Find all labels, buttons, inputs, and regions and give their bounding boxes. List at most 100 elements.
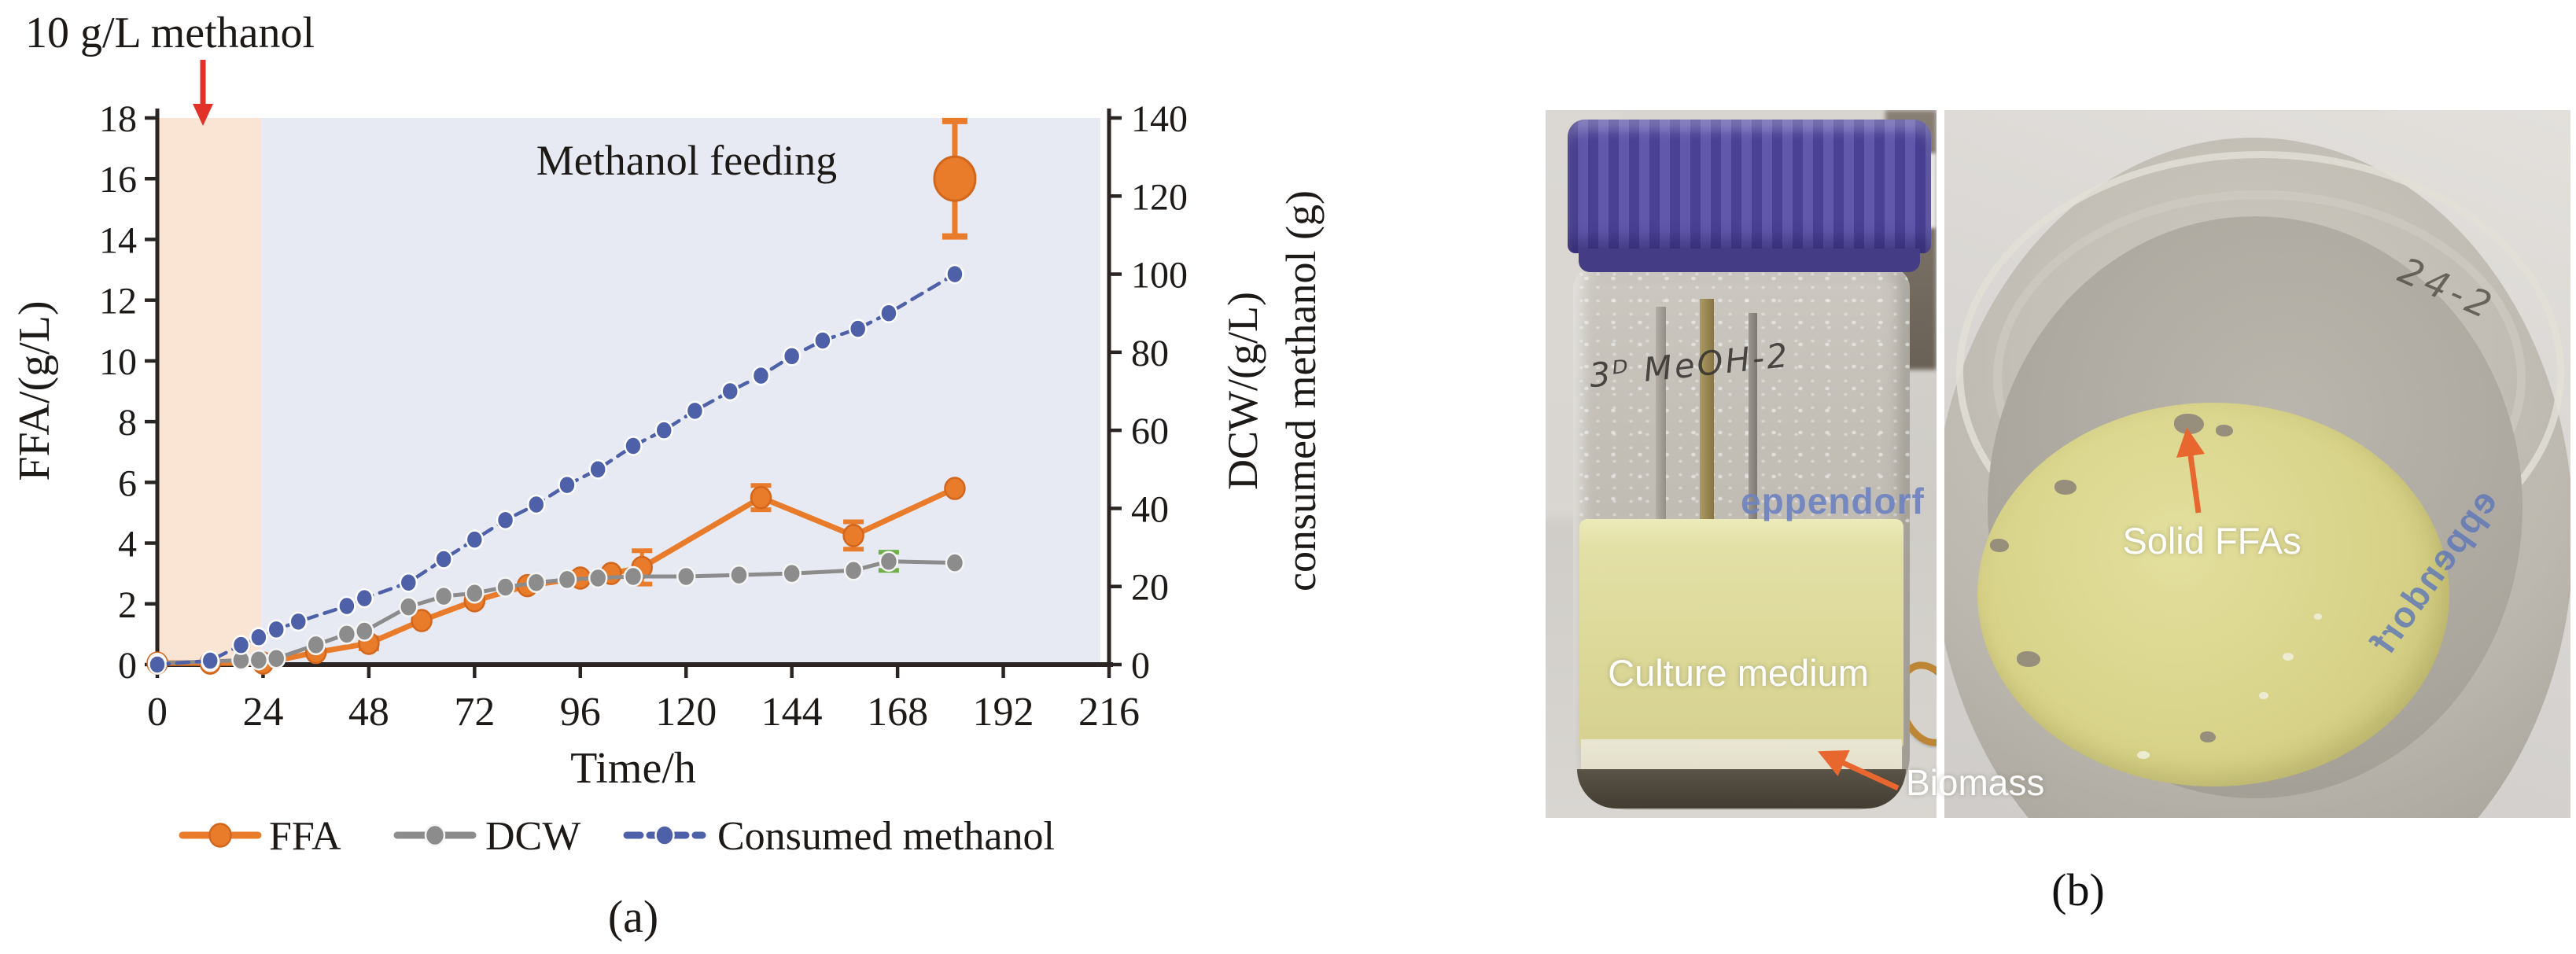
- left-tick-label: 10: [99, 341, 137, 383]
- data-point: [399, 573, 418, 593]
- right-tick-label: 60: [1131, 411, 1169, 452]
- right-tick-label: 20: [1131, 567, 1169, 609]
- data-point: [526, 572, 547, 593]
- solid-ffas-arrow-icon: [2176, 427, 2206, 514]
- series-dcw: [147, 550, 965, 674]
- x-tick-label: 168: [867, 690, 928, 735]
- y-axis-left-title: FFA/(g/L): [10, 300, 59, 481]
- data-point: [624, 436, 643, 456]
- data-point: [813, 330, 832, 351]
- left-tick-label: 8: [118, 402, 137, 444]
- bottle-photo: 3ᴰ MeOH-2 eppendorf Culture medium: [1546, 110, 1937, 818]
- x-tick-label: 72: [454, 690, 495, 735]
- data-point: [945, 263, 964, 285]
- photo-panel: 3ᴰ MeOH-2 eppendorf Culture medium 24-2: [1546, 110, 2570, 818]
- left-tick-label: 2: [118, 584, 137, 626]
- data-point: [879, 551, 899, 572]
- x-tick-label: 192: [973, 690, 1034, 735]
- legend-item-consumed-methanol: [623, 824, 706, 846]
- data-point: [842, 524, 864, 547]
- data-point: [782, 562, 802, 584]
- solid-ffa-surface: [1977, 403, 2449, 786]
- methanol-pulse-arrow-icon: [193, 60, 213, 126]
- data-point: [201, 650, 219, 671]
- data-point: [249, 649, 269, 671]
- left-tick-label: 16: [99, 159, 137, 201]
- x-tick-label: 48: [348, 690, 389, 735]
- left-tick-label: 6: [118, 462, 137, 504]
- data-point: [557, 569, 577, 591]
- right-tick-label: 0: [1131, 645, 1150, 687]
- batch-phase-band: [157, 118, 262, 665]
- data-point: [720, 381, 739, 402]
- ffa-crystal: [2283, 653, 2294, 661]
- bottle-condensation: [1573, 267, 1910, 527]
- photo-divider: [1937, 110, 1944, 818]
- left-tick-label: 12: [99, 281, 137, 322]
- x-axis-title: Time/h: [570, 744, 696, 793]
- data-point: [306, 634, 326, 656]
- data-point: [848, 319, 868, 339]
- solid-ffas-label: Solid FFAs: [2122, 520, 2301, 562]
- methanol-pulse-annotation: 10 g/L methanol: [25, 9, 315, 57]
- data-point: [355, 621, 374, 642]
- ffa-clump: [2200, 731, 2216, 742]
- data-point: [944, 477, 966, 500]
- data-point: [148, 654, 167, 675]
- legend-label-ffa: FFA: [269, 814, 341, 859]
- culture-medium-liquid: [1579, 519, 1903, 747]
- bottle-cap: [1568, 120, 1931, 253]
- legend-marker: [424, 823, 446, 847]
- data-point: [751, 365, 771, 386]
- ffa-crystal: [2314, 613, 2322, 620]
- data-point: [623, 565, 643, 588]
- ffa-crystal: [2137, 751, 2150, 759]
- data-point: [676, 565, 696, 588]
- eppendorf-logo: eppendorf: [1741, 481, 1925, 521]
- data-point: [355, 588, 374, 609]
- x-tick-label: 0: [147, 690, 168, 735]
- data-point: [434, 549, 453, 569]
- dip-tube-dark: [1749, 313, 1757, 545]
- data-point: [782, 346, 802, 366]
- data-point: [496, 576, 515, 598]
- panel-b-caption: (b): [2051, 864, 2105, 915]
- dip-tube-brass: [1700, 299, 1714, 547]
- left-tick-label: 14: [99, 219, 137, 261]
- x-tick-label: 24: [242, 690, 283, 735]
- legend-item-dcw: [393, 823, 477, 847]
- data-point: [945, 552, 965, 573]
- x-tick-label: 144: [761, 690, 823, 735]
- legend-label-dcw: DCW: [485, 814, 580, 859]
- data-point: [588, 567, 608, 589]
- legend-item-ffa: [179, 823, 262, 848]
- data-point: [588, 459, 607, 480]
- ffa-outlier-point: [933, 117, 977, 240]
- legend-marker: [208, 823, 232, 848]
- bottle-base: [1577, 769, 1906, 809]
- left-tick-label: 18: [99, 98, 137, 140]
- dip-tube-gray: [1656, 307, 1666, 543]
- x-tick-label: 120: [655, 690, 717, 735]
- left-tick-label: 4: [118, 524, 137, 565]
- data-point: [411, 609, 433, 632]
- legend-label-methanol: Consumed methanol: [717, 814, 1055, 859]
- data-point: [267, 648, 286, 669]
- ffa-crystal: [2259, 692, 2268, 699]
- data-point: [289, 611, 308, 632]
- x-tick-label: 96: [560, 690, 601, 735]
- photo-annotation-overlay: [1818, 427, 2206, 791]
- beaker-photo: 24-2 eppendorf Solid FFAs: [1944, 110, 2570, 818]
- bottle-cap-skirt: [1579, 249, 1920, 272]
- data-point: [231, 635, 251, 655]
- legend-marker: [654, 824, 675, 846]
- data-point: [465, 583, 485, 604]
- panel-a-caption: (a): [608, 891, 658, 942]
- data-point: [933, 155, 977, 202]
- data-point: [843, 560, 864, 581]
- data-point: [267, 619, 286, 640]
- ffa-clump: [2055, 480, 2077, 495]
- right-tick-label: 140: [1131, 98, 1188, 140]
